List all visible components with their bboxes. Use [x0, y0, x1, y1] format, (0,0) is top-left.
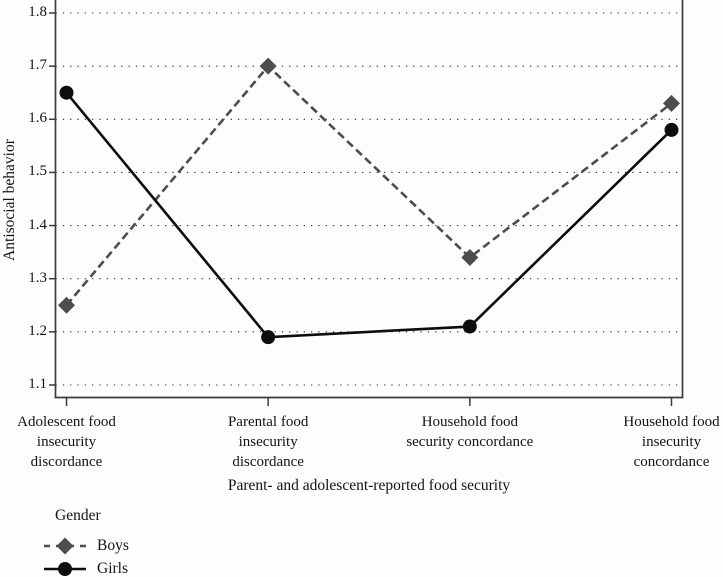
- boys-marker: [58, 296, 75, 314]
- girls-marker: [462, 319, 477, 334]
- girls-marker: [59, 85, 74, 100]
- legend-item-girls: Girls: [42, 557, 129, 577]
- girls-marker: [664, 122, 679, 137]
- y-tick-label: 1.7: [28, 57, 47, 74]
- legend-entries: Boys Girls: [42, 534, 129, 577]
- y-tick-label: 1.3: [28, 269, 47, 286]
- boys-marker: [663, 94, 680, 112]
- y-tick-label: 1.4: [28, 216, 47, 233]
- boys-line: [65, 64, 673, 307]
- legend-item-boys: Boys: [42, 534, 129, 557]
- plot-area: [49, 0, 684, 406]
- boys-marker: [259, 57, 277, 75]
- legend-title: Gender: [55, 507, 101, 524]
- x-category-label: Household food security concordance: [406, 414, 534, 450]
- boys-marker: [461, 248, 479, 266]
- y-tick-label: 1.8: [28, 4, 47, 21]
- girls-line: [65, 91, 673, 339]
- legend: Gender Boys Girls: [42, 507, 129, 577]
- x-category-label: Household food insecurity concordance: [623, 414, 720, 470]
- y-axis-title: Antisocial behavior: [1, 139, 18, 261]
- y-tick-label: 1.1: [28, 376, 47, 393]
- boys-legend-sample-icon: [44, 537, 86, 554]
- legend-label-girls: Girls: [97, 559, 128, 577]
- x-axis-title: Parent- and adolescent-reported food sec…: [227, 477, 511, 494]
- x-category-label: Parental food insecurity discordance: [227, 414, 309, 470]
- x-category-label: Adolescent food insecurity discordance: [17, 414, 116, 470]
- legend-label-boys: Boys: [97, 536, 129, 554]
- y-tick-label: 1.2: [28, 323, 47, 340]
- girls-legend-sample-icon: [44, 561, 86, 576]
- y-tick-label: 1.6: [28, 110, 47, 127]
- y-tick-label: 1.5: [28, 163, 47, 180]
- girls-marker: [261, 330, 276, 345]
